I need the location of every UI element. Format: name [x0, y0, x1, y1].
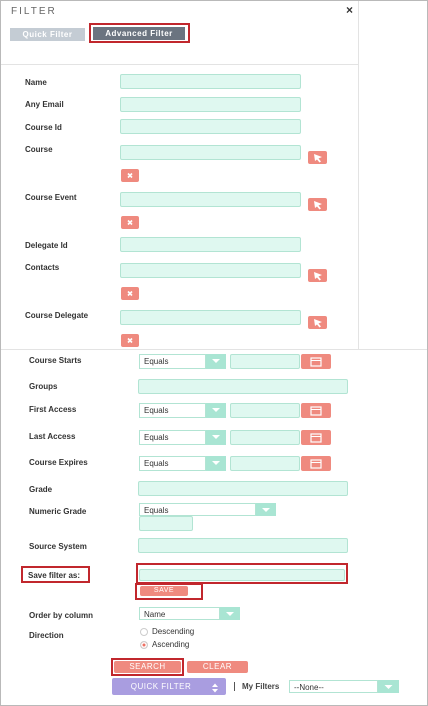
select-arrow [256, 503, 276, 516]
text-input[interactable] [120, 192, 301, 207]
field-label: Course Expires [29, 458, 88, 467]
field-label: Direction [29, 631, 64, 640]
save-button-outline [135, 583, 203, 600]
text-input[interactable] [120, 145, 301, 160]
divider [1, 64, 359, 65]
select-button[interactable] [308, 198, 327, 211]
date-input[interactable] [230, 354, 300, 369]
calendar-button[interactable] [301, 456, 331, 471]
radio-label: Descending [152, 627, 195, 636]
select-arrow [206, 430, 226, 445]
calendar-button[interactable] [301, 354, 331, 369]
field-label: Source System [29, 542, 87, 551]
text-input[interactable] [138, 538, 348, 553]
operator-select[interactable]: Equals [139, 354, 206, 369]
field-label: Order by column [29, 611, 94, 620]
text-input[interactable] [138, 481, 348, 496]
field-label: Last Access [29, 432, 76, 441]
operator-select[interactable]: Equals [139, 456, 206, 471]
calendar-button[interactable] [301, 403, 331, 418]
select-arrow [220, 607, 240, 620]
field-label: Course Delegate [25, 311, 89, 320]
clear-button[interactable] [121, 287, 139, 300]
separator [234, 682, 235, 691]
text-input[interactable] [138, 379, 348, 394]
tab[interactable]: Advanced Filter [93, 27, 185, 40]
save-button[interactable]: SAVE [140, 586, 188, 596]
text-input[interactable] [120, 310, 301, 325]
field-label: Course [25, 145, 53, 154]
select-arrow [206, 456, 226, 471]
text-input[interactable] [120, 237, 301, 252]
select-button[interactable] [308, 316, 327, 329]
select-button[interactable] [308, 151, 327, 164]
my-filters-label: My Filters [242, 682, 280, 691]
field-label: First Access [29, 405, 77, 414]
field-label: Grade [29, 485, 53, 494]
radio[interactable] [140, 628, 148, 636]
tab[interactable]: Quick Filter [10, 28, 85, 41]
close-button[interactable]: × [346, 3, 354, 17]
clear-button[interactable] [121, 169, 139, 182]
field-label: Numeric Grade [29, 507, 87, 516]
text-input[interactable] [139, 569, 345, 581]
date-input[interactable] [230, 403, 300, 418]
radio[interactable] [140, 641, 148, 649]
field-label: Any Email [25, 100, 64, 109]
search-button[interactable]: SEARCH [114, 661, 181, 673]
field-label: Course Starts [29, 356, 82, 365]
clear-button[interactable]: CLEAR [187, 661, 248, 673]
date-input[interactable] [230, 430, 300, 445]
clear-button[interactable] [121, 216, 139, 229]
save-label-outline [21, 566, 90, 583]
text-input[interactable] [120, 97, 301, 112]
operator-select[interactable]: Equals [139, 503, 256, 516]
select-arrow [206, 403, 226, 418]
text-input[interactable] [120, 263, 301, 278]
field-label: Name [25, 78, 47, 87]
select-arrow [378, 680, 399, 693]
quick-filter-button[interactable]: QUICK FILTER [112, 678, 226, 695]
field-label: Course Id [25, 123, 62, 132]
sort-icon [210, 681, 220, 693]
my-filters-select[interactable]: --None-- [289, 680, 378, 693]
field-label: Save filter as: [28, 571, 81, 580]
divider [1, 349, 427, 350]
text-input[interactable] [139, 516, 193, 531]
field-label: Contacts [25, 263, 60, 272]
date-input[interactable] [230, 456, 300, 471]
select-button[interactable] [308, 269, 327, 282]
operator-select[interactable]: Equals [139, 403, 206, 418]
field-label: Groups [29, 382, 58, 391]
text-input[interactable] [120, 74, 301, 89]
text-input[interactable] [120, 119, 301, 134]
save-input-outline [136, 563, 348, 584]
tab-outline [89, 23, 190, 43]
select-arrow [206, 354, 226, 369]
calendar-button[interactable] [301, 430, 331, 445]
order-select[interactable]: Name [139, 607, 220, 620]
search-outline [111, 658, 184, 676]
divider [358, 1, 359, 349]
field-label: Delegate Id [25, 241, 68, 250]
clear-button[interactable] [121, 334, 139, 347]
title: FILTER [11, 6, 57, 17]
operator-select[interactable]: Equals [139, 430, 206, 445]
field-label: Course Event [25, 193, 77, 202]
radio-label: Ascending [152, 640, 190, 649]
